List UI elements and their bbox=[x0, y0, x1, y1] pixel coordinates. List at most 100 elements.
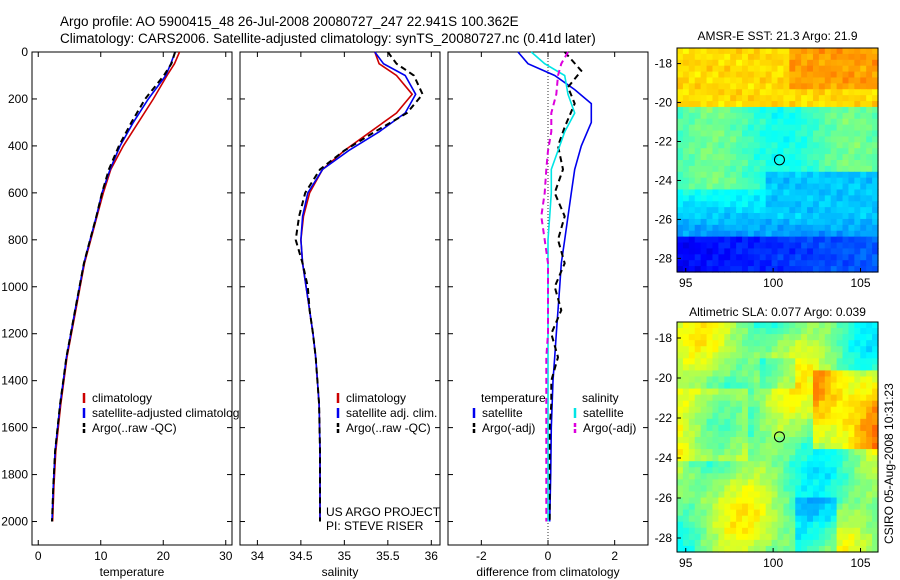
heatmap-cell bbox=[694, 53, 702, 61]
heatmap-cell bbox=[812, 406, 820, 414]
heatmap-cell bbox=[747, 65, 755, 73]
heatmap-cell bbox=[777, 71, 785, 79]
heatmap-cell bbox=[700, 497, 708, 505]
heatmap-cell bbox=[860, 437, 867, 444]
heatmap-cell bbox=[700, 48, 708, 55]
heatmap-cell bbox=[812, 195, 820, 202]
sla_map-argo-position-marker bbox=[773, 431, 785, 443]
heatmap-cell bbox=[801, 358, 808, 365]
heatmap-cell bbox=[789, 236, 796, 244]
heatmap-cell bbox=[824, 160, 832, 167]
heatmap-cell bbox=[807, 106, 814, 114]
heatmap-cell bbox=[759, 322, 767, 329]
heatmap-cell bbox=[700, 266, 708, 273]
heatmap-cell bbox=[801, 521, 808, 529]
heatmap-cell bbox=[801, 71, 808, 79]
heatmap-cell bbox=[860, 424, 867, 432]
heatmap-cell bbox=[712, 521, 719, 529]
heatmap-cell bbox=[836, 461, 844, 468]
heatmap-cell bbox=[753, 266, 761, 273]
heatmap-cell bbox=[795, 95, 802, 102]
heatmap-cell bbox=[824, 65, 832, 73]
heatmap-cell bbox=[694, 165, 702, 173]
heatmap-cell bbox=[812, 455, 820, 462]
heatmap-cell bbox=[777, 406, 785, 414]
heatmap-cell bbox=[872, 473, 879, 480]
heatmap-cell bbox=[830, 340, 838, 347]
heatmap-cell bbox=[730, 449, 737, 456]
heatmap-cell bbox=[765, 106, 773, 114]
heatmap-cell bbox=[836, 248, 844, 255]
heatmap-cell bbox=[795, 328, 802, 335]
heatmap-cell bbox=[700, 254, 708, 261]
depth-tick-label: 1600 bbox=[1, 421, 28, 435]
heatmap-cell bbox=[777, 106, 785, 114]
heatmap-cell bbox=[765, 503, 773, 511]
heatmap-cell bbox=[777, 497, 785, 505]
heatmap-cell bbox=[866, 112, 873, 120]
heatmap-cell bbox=[777, 230, 785, 238]
heatmap-cell bbox=[848, 406, 855, 414]
heatmap-cell bbox=[753, 418, 761, 426]
heatmap-cell bbox=[694, 160, 702, 167]
heatmap-cell bbox=[824, 412, 832, 420]
heatmap-cell bbox=[777, 65, 785, 73]
heatmap-cell bbox=[682, 171, 690, 179]
difference-x-tick-label: 0 bbox=[545, 549, 552, 563]
heatmap-cell bbox=[860, 59, 867, 67]
heatmap-cell bbox=[818, 89, 826, 96]
heatmap-cell bbox=[742, 430, 749, 438]
heatmap-cell bbox=[730, 183, 737, 191]
heatmap-cell bbox=[872, 328, 879, 335]
heatmap-cell bbox=[842, 142, 850, 149]
heatmap-cell bbox=[789, 148, 796, 155]
heatmap-cell bbox=[812, 136, 820, 143]
heatmap-cell bbox=[801, 539, 808, 547]
heatmap-cell bbox=[706, 260, 714, 267]
heatmap-cell bbox=[700, 207, 708, 214]
heatmap-cell bbox=[872, 533, 879, 541]
heatmap-cell bbox=[688, 224, 696, 232]
heatmap-cell bbox=[777, 334, 785, 341]
heatmap-cell bbox=[753, 382, 761, 390]
heatmap-cell bbox=[854, 183, 861, 191]
heatmap-cell bbox=[789, 65, 796, 73]
heatmap-cell bbox=[854, 340, 861, 347]
heatmap-cell bbox=[854, 112, 861, 120]
difference-series-salinity-satellite bbox=[530, 51, 576, 522]
heatmap-cell bbox=[860, 406, 867, 414]
heatmap-cell bbox=[848, 527, 855, 535]
heatmap-cell bbox=[812, 148, 820, 155]
heatmap-cell bbox=[682, 479, 690, 487]
heatmap-cell bbox=[706, 352, 714, 359]
heatmap-cell bbox=[706, 130, 714, 138]
heatmap-cell bbox=[777, 346, 785, 353]
heatmap-cell bbox=[783, 388, 790, 396]
heatmap-cell bbox=[795, 358, 802, 365]
heatmap-cell bbox=[718, 142, 725, 149]
heatmap-cell bbox=[724, 160, 731, 167]
heatmap-cell bbox=[753, 254, 761, 261]
heatmap-cell bbox=[718, 352, 725, 359]
heatmap-cell bbox=[789, 89, 796, 96]
heatmap-cell bbox=[783, 455, 790, 462]
heatmap-cell bbox=[771, 71, 779, 79]
heatmap-cell bbox=[712, 160, 719, 167]
heatmap-cell bbox=[682, 485, 690, 493]
heatmap-cell bbox=[677, 207, 684, 214]
heatmap-cell bbox=[712, 328, 719, 335]
heatmap-cell bbox=[682, 136, 690, 143]
temperature-legend-entry: Argo(..raw -QC) bbox=[92, 421, 177, 435]
heatmap-cell bbox=[830, 71, 838, 79]
heatmap-cell bbox=[777, 461, 785, 468]
heatmap-cell bbox=[747, 201, 755, 208]
heatmap-cell bbox=[759, 195, 767, 202]
heatmap-cell bbox=[694, 455, 702, 462]
heatmap-cell bbox=[706, 242, 714, 250]
heatmap-cell bbox=[759, 112, 767, 120]
heatmap-cell bbox=[789, 370, 796, 378]
heatmap-cell bbox=[777, 509, 785, 517]
heatmap-cell bbox=[677, 539, 684, 547]
heatmap-cell bbox=[759, 189, 767, 196]
heatmap-cell bbox=[730, 71, 737, 79]
